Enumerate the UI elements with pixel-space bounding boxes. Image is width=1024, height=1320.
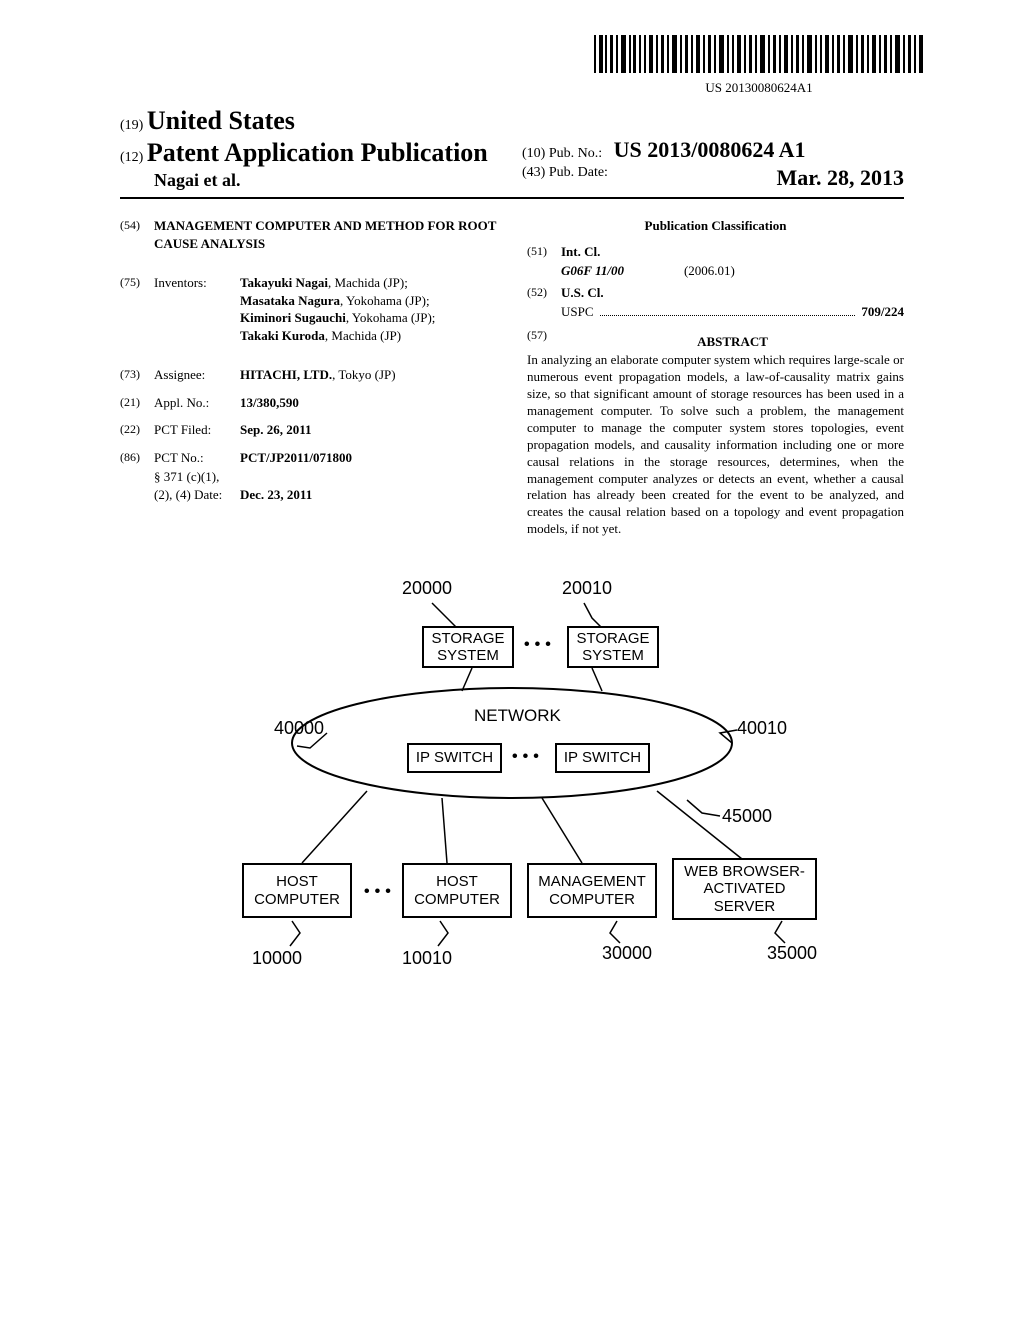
intcl-num: (51)	[527, 243, 561, 261]
divider	[120, 197, 904, 199]
abstract-num: (57)	[527, 327, 561, 353]
inventor-name: Masataka Nagura	[240, 293, 340, 308]
classification-heading: Publication Classification	[527, 217, 904, 235]
inventors-num: (75)	[120, 274, 154, 344]
header-row: (19) United States (12) Patent Applicati…	[120, 106, 904, 191]
label-40010: 40010	[737, 718, 787, 739]
title: MANAGEMENT COMPUTER AND METHOD FOR ROOT …	[154, 217, 497, 252]
pub-no-prefix: (10)	[522, 146, 545, 161]
abstract-heading: ABSTRACT	[561, 333, 904, 351]
label-40000: 40000	[274, 718, 324, 739]
assignee-loc: , Tokyo (JP)	[332, 367, 396, 382]
pub-no-label: Pub. No.:	[549, 146, 602, 161]
label-20010: 20010	[562, 578, 612, 599]
assignee-num: (73)	[120, 366, 154, 384]
inventor-name: Kiminori Sugauchi	[240, 310, 346, 325]
right-column: Publication Classification (51) Int. Cl.…	[527, 217, 904, 538]
country: United States	[147, 106, 295, 135]
box-storage-1: STORAGE SYSTEM	[422, 626, 514, 668]
barcode-section: US 20130080624A1	[120, 35, 924, 98]
country-prefix: (19)	[120, 118, 143, 133]
left-column: (54) MANAGEMENT COMPUTER AND METHOD FOR …	[120, 217, 497, 538]
s371-date-label: (2), (4) Date:	[154, 486, 240, 504]
box-host-1: HOST COMPUTER	[242, 863, 352, 918]
box-host-2: HOST COMPUTER	[402, 863, 512, 918]
box-web: WEB BROWSER- ACTIVATED SERVER	[672, 858, 817, 920]
pub-date-prefix: (43)	[522, 165, 545, 180]
pctno: PCT/JP2011/071800	[240, 449, 497, 467]
pub-date-label: Pub. Date:	[549, 165, 608, 180]
label-30000: 30000	[602, 943, 652, 964]
abstract-text: In analyzing an elaborate computer syste…	[527, 352, 904, 538]
intcl-label: Int. Cl.	[561, 243, 600, 261]
uscl-num: (52)	[527, 284, 561, 302]
intcl-code: G06F 11/00	[561, 262, 624, 280]
applno: 13/380,590	[240, 394, 497, 412]
authors: Nagai et al.	[120, 170, 502, 191]
label-20000: 20000	[402, 578, 452, 599]
uspc-label: USPC	[561, 303, 594, 321]
barcode-graphic: US 20130080624A1	[594, 35, 924, 96]
inventor-loc: , Yokohama (JP);	[340, 293, 430, 308]
label-10010: 10010	[402, 948, 452, 969]
inventor-name: Takaki Kuroda	[240, 328, 325, 343]
inventor-loc: , Machida (JP);	[328, 275, 408, 290]
pub-date: Mar. 28, 2013	[776, 165, 904, 191]
title-num: (54)	[120, 217, 154, 252]
assignee-name: HITACHI, LTD.	[240, 367, 332, 382]
pub-type-prefix: (12)	[120, 150, 143, 165]
label-35000: 35000	[767, 943, 817, 964]
inventor-loc: , Machida (JP)	[325, 328, 401, 343]
inventors-label: Inventors:	[154, 274, 240, 344]
pub-type: Patent Application Publication	[147, 138, 488, 167]
barcode-text: US 20130080624A1	[594, 80, 924, 96]
dots-1: •••	[524, 636, 556, 654]
s371-label: § 371 (c)(1),	[154, 468, 240, 486]
network-label: NETWORK	[470, 706, 565, 726]
pctfiled-label: PCT Filed:	[154, 421, 240, 439]
assignee-label: Assignee:	[154, 366, 240, 384]
inventors-list: Takayuki Nagai, Machida (JP); Masataka N…	[240, 274, 497, 344]
pctno-label: PCT No.:	[154, 449, 240, 467]
inventor-loc: , Yokohama (JP);	[346, 310, 436, 325]
diagram: 20000 20010 STORAGE SYSTEM ••• STORAGE S…	[192, 578, 832, 998]
pub-no: US 2013/0080624 A1	[614, 137, 806, 162]
s371-date: Dec. 23, 2011	[240, 486, 497, 504]
pctfiled-num: (22)	[120, 421, 154, 439]
box-ipswitch-2: IP SWITCH	[555, 743, 650, 773]
pctno-num: (86)	[120, 449, 154, 467]
uspc-dots	[600, 315, 856, 316]
dots-3: •••	[364, 883, 396, 901]
label-10000: 10000	[252, 948, 302, 969]
label-45000: 45000	[722, 806, 772, 827]
inventor-name: Takayuki Nagai	[240, 275, 328, 290]
box-storage-2: STORAGE SYSTEM	[567, 626, 659, 668]
applno-num: (21)	[120, 394, 154, 412]
uscl-label: U.S. Cl.	[561, 284, 604, 302]
box-mgmt: MANAGEMENT COMPUTER	[527, 863, 657, 918]
intcl-year: (2006.01)	[684, 262, 735, 280]
applno-label: Appl. No.:	[154, 394, 240, 412]
box-ipswitch-1: IP SWITCH	[407, 743, 502, 773]
uspc-value: 709/224	[861, 303, 904, 321]
pctfiled: Sep. 26, 2011	[240, 421, 497, 439]
dots-2: •••	[512, 748, 544, 766]
